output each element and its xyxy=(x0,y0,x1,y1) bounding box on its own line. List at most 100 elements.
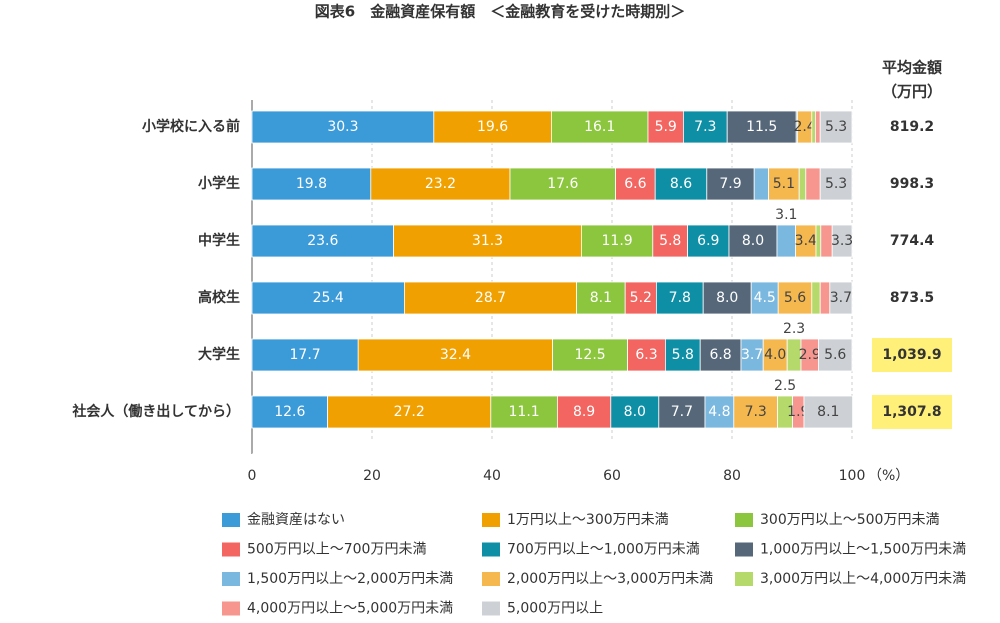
bar-segment xyxy=(702,281,752,315)
bar-segment xyxy=(829,281,853,315)
data-label: 2.3 xyxy=(783,321,805,337)
average-value: 1,039.9 xyxy=(882,347,941,363)
bar-segment xyxy=(647,110,684,144)
average-value: 873.5 xyxy=(890,290,934,306)
bar-segment xyxy=(699,338,742,372)
data-label: 5.1 xyxy=(773,176,795,192)
bar-segment xyxy=(776,224,797,258)
data-label: 31.3 xyxy=(472,233,503,249)
data-label: 12.5 xyxy=(575,347,606,363)
legend-label: 金融資産はない xyxy=(247,512,345,528)
data-label: 30.3 xyxy=(327,119,358,135)
legend-swatch xyxy=(482,513,500,527)
average-value: 819.2 xyxy=(890,119,934,135)
bar-segment xyxy=(433,110,552,144)
bar-segment xyxy=(370,167,511,201)
data-label: 3.7 xyxy=(830,290,852,306)
bar-segment xyxy=(815,224,822,258)
bar-segment xyxy=(557,395,612,429)
data-label: 5.3 xyxy=(825,119,847,135)
bar-segment xyxy=(726,110,797,144)
bar-segment xyxy=(831,224,853,258)
data-label: 6.8 xyxy=(709,347,731,363)
legend-swatch xyxy=(482,601,500,616)
legend-label: 1万円以上～300万円未満 xyxy=(507,512,669,528)
x-tick-label: 20 xyxy=(363,468,381,484)
legend-swatch xyxy=(222,542,240,557)
bar-segment xyxy=(509,167,616,201)
data-label: 2.4 xyxy=(793,119,815,135)
data-label: 8.0 xyxy=(716,290,738,306)
bar-segment xyxy=(251,395,328,429)
bar-segment xyxy=(581,224,654,258)
bar-segment xyxy=(251,281,405,315)
category-label: 高校生 xyxy=(198,289,240,306)
bar-segment xyxy=(251,224,395,258)
legend-swatch xyxy=(482,542,500,557)
bar-segment xyxy=(658,395,706,429)
legend-label: 1,500万円以上～2,000万円未満 xyxy=(247,571,453,587)
x-unit: （%） xyxy=(868,468,909,484)
legend-swatch xyxy=(222,513,240,527)
average-title: 平均金額 xyxy=(882,59,942,77)
average-value: 1,307.8 xyxy=(882,404,941,420)
data-label: 5.6 xyxy=(784,290,806,306)
data-label: 6.9 xyxy=(697,233,719,249)
bar-segment xyxy=(327,395,492,429)
data-label: 3.1 xyxy=(775,207,797,223)
data-label: 5.3 xyxy=(825,176,847,192)
data-label: 11.9 xyxy=(602,233,633,249)
bar-segment xyxy=(728,224,778,258)
data-label: 7.3 xyxy=(694,119,716,135)
data-label: 23.6 xyxy=(307,233,338,249)
data-label: 23.2 xyxy=(425,176,456,192)
bar-segment xyxy=(551,110,649,144)
legend-label: 2,000万円以上～3,000万円未満 xyxy=(507,571,713,587)
x-tick-label: 40 xyxy=(483,468,501,484)
legend-label: 300万円以上～500万円未満 xyxy=(760,512,939,528)
bar-segment xyxy=(687,224,730,258)
category-label: 小学校に入る前 xyxy=(142,118,240,135)
bar-segment xyxy=(610,395,660,429)
legend-swatch xyxy=(735,572,753,586)
legend-label: 3,000万円以上～4,000万円未満 xyxy=(760,571,966,587)
bar-segment xyxy=(819,281,831,315)
data-label: 8.1 xyxy=(590,290,612,306)
x-tick-label: 0 xyxy=(248,468,257,484)
data-label: 4.0 xyxy=(764,347,786,363)
data-label: 4.8 xyxy=(708,404,730,420)
data-label: 5.8 xyxy=(672,347,694,363)
bar-segment xyxy=(818,338,853,372)
bar-segment xyxy=(576,281,626,315)
data-label: 4.5 xyxy=(754,290,776,306)
legend-label: 4,000万円以上～5,000万円未満 xyxy=(247,601,453,617)
category-label: 社会人（働き出してから） xyxy=(71,403,240,420)
legend-swatch xyxy=(222,572,240,586)
data-label: 19.8 xyxy=(296,176,327,192)
data-label: 8.9 xyxy=(573,404,595,420)
average-highlight xyxy=(872,395,952,429)
data-label: 3.3 xyxy=(831,233,853,249)
data-label: 32.4 xyxy=(440,347,471,363)
data-label: 8.6 xyxy=(670,176,692,192)
bar-segment xyxy=(251,338,359,372)
data-label: 7.7 xyxy=(671,404,693,420)
data-label: 2.5 xyxy=(774,378,796,394)
data-label: 7.8 xyxy=(669,290,691,306)
data-label: 6.6 xyxy=(624,176,646,192)
bar-segment xyxy=(805,167,821,201)
category-label: 大学生 xyxy=(198,346,240,363)
data-label: 5.6 xyxy=(824,347,846,363)
data-label: 28.7 xyxy=(475,290,506,306)
bar-segment xyxy=(654,167,708,201)
data-label: 17.6 xyxy=(547,176,578,192)
bar-segment xyxy=(811,110,816,144)
data-label: 19.6 xyxy=(477,119,508,135)
bar-segment xyxy=(815,110,821,144)
bar-segment xyxy=(393,224,582,258)
bar-segment xyxy=(798,167,807,201)
data-label: 5.2 xyxy=(630,290,652,306)
legend-label: 5,000万円以上 xyxy=(507,601,603,617)
legend-label: 700万円以上～1,000万円未満 xyxy=(507,542,700,558)
